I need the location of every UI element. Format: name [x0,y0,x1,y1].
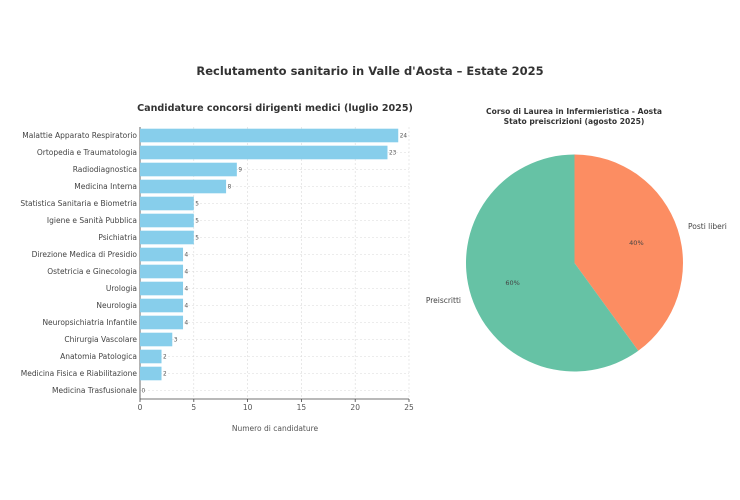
bar [140,128,399,143]
bar [140,366,162,381]
value-label: 4 [185,270,189,276]
value-label: 5 [195,236,199,242]
category-label: Ortopedia e Traumatologia [37,148,137,157]
bar [140,196,194,211]
category-label: Direzione Medica di Presidio [32,250,138,259]
value-label: 2 [163,355,167,361]
bar [140,298,184,313]
value-label: 4 [185,321,189,327]
value-label: 0 [142,389,146,395]
pie-slice-label: Posti liberi [688,222,727,231]
category-label: Neurologia [96,301,137,310]
bar [140,213,194,228]
x-tick-label: 0 [138,403,143,412]
pie-percent-label: 60% [505,279,519,287]
pie-chart: Corso di Laurea in Infermieristica - Aos… [426,107,727,372]
bar [140,145,388,160]
value-label: 3 [174,338,178,344]
value-label: 5 [195,202,199,208]
pie-chart-title-line-1: Corso di Laurea in Infermieristica - Aos… [486,107,662,116]
bar-chart-gridlines [139,127,410,400]
value-label: 9 [238,168,242,174]
category-label: Anatomia Patologica [60,352,137,361]
category-label: Statistica Sanitaria e Biometria [20,199,137,208]
category-label: Urologia [106,284,137,293]
value-label: 4 [185,304,189,310]
bar [140,264,184,279]
value-label: 24 [400,134,408,140]
bar [140,281,184,296]
x-tick-label: 10 [243,403,253,412]
bar [140,179,227,194]
pie-slice-label: Preiscritti [426,296,461,305]
bar-chart-x-axis-label: Numero di candidature [232,424,319,433]
category-label: Radiodiagnostica [73,165,137,174]
pie-chart-slices [465,154,683,372]
category-label: Psichiatria [98,233,137,242]
category-label: Neuropsichiatria Infantile [42,318,137,327]
value-label: 2 [163,372,167,378]
bar-chart: Candidature concorsi dirigenti medici (l… [20,103,414,433]
pie-percent-label: 40% [629,239,643,247]
bar [140,230,194,245]
x-tick-label: 15 [297,403,307,412]
value-label: 23 [389,151,397,157]
category-label: Medicina Interna [74,182,137,191]
category-label: Ostetricia e Ginecologia [47,267,137,276]
pie-slice [465,154,639,372]
category-label: Medicina Trasfusionale [52,386,137,395]
bar [140,315,184,330]
value-label: 4 [185,253,189,259]
pie-slice [574,154,683,351]
value-label: 5 [195,219,199,225]
bar-chart-x-ticks: 0 5 10 15 20 25 [138,399,414,412]
bar-chart-bars [140,128,399,381]
pie-chart-title-line-2: Stato preiscrizioni (agosto 2025) [504,117,645,126]
x-tick-label: 5 [191,403,196,412]
bar-chart-value-labels: 24 23 9 8 5 5 5 4 4 4 4 4 3 2 2 0 [142,134,408,395]
category-label: Igiene e Sanità Pubblica [47,216,137,225]
bar [140,332,173,347]
bar [140,247,184,262]
category-label: Chirurgia Vascolare [64,335,137,344]
bar [140,162,237,177]
x-tick-label: 25 [404,403,414,412]
x-tick-label: 20 [350,403,360,412]
pie-chart-labels: 40% Posti liberi 60% Preiscritti [426,222,727,305]
bar-chart-category-labels: Malattie Apparato Respiratorio Ortopedia … [20,131,137,395]
bar [140,349,162,364]
value-label: 4 [185,287,189,293]
category-label: Medicina Fisica e Riabilitazione [21,369,138,378]
value-label: 8 [228,185,232,191]
figure-title: Reclutamento sanitario in Valle d'Aosta … [196,64,544,78]
bar-chart-title: Candidature concorsi dirigenti medici (l… [137,103,413,114]
category-label: Malattie Apparato Respiratorio [22,131,137,140]
